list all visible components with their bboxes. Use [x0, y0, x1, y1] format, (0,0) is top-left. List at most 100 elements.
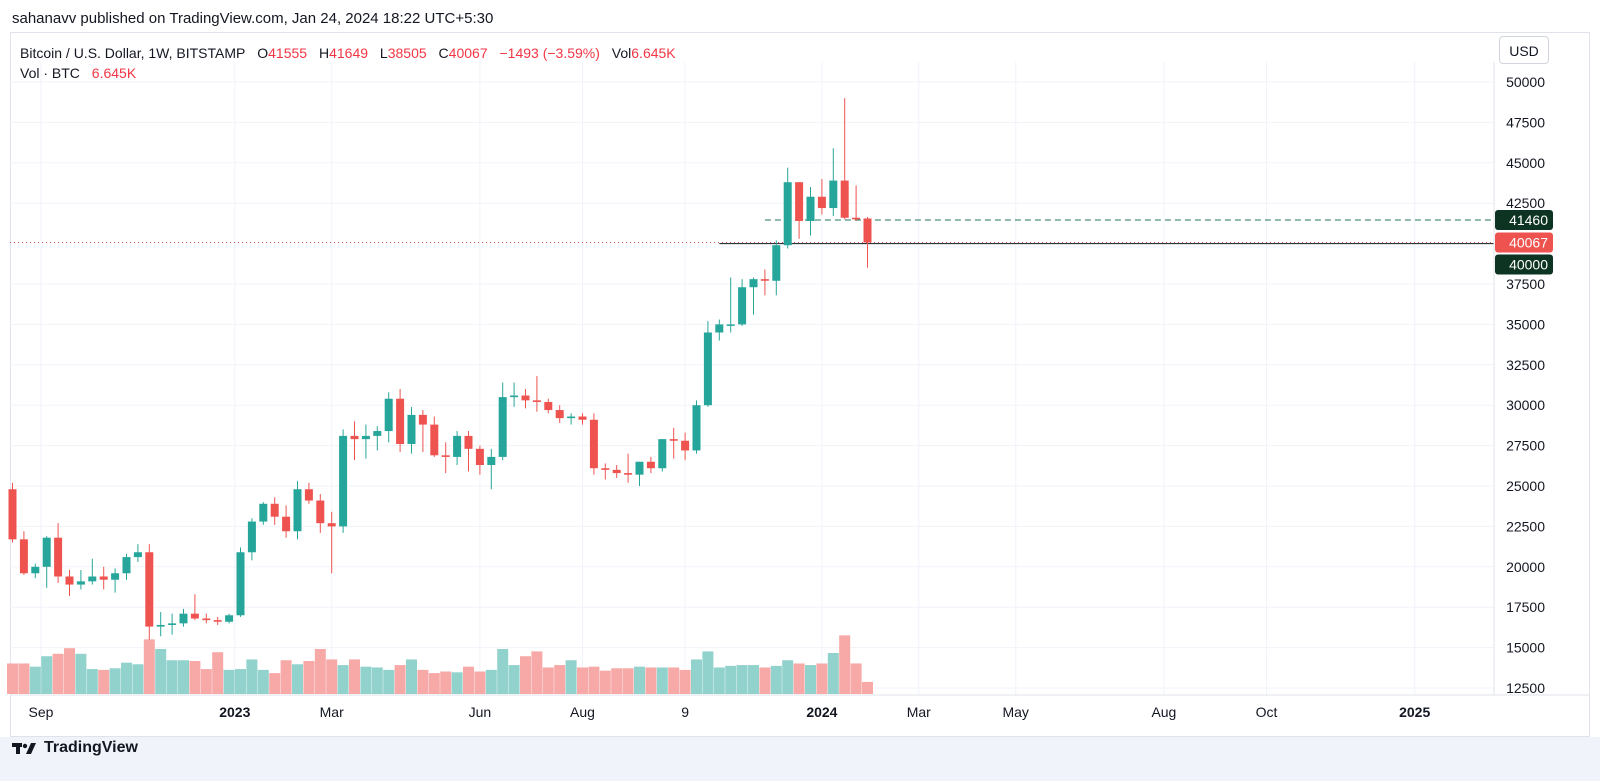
volume-bar — [303, 661, 315, 694]
legend-volume-label: Vol · BTC — [20, 65, 80, 81]
legend-high-value: 41649 — [329, 45, 369, 61]
candle-body — [373, 431, 382, 436]
tradingview-logo[interactable]: TradingView — [12, 737, 138, 759]
candle-body — [19, 539, 28, 574]
volume-bar — [121, 662, 132, 694]
candle-body — [669, 439, 678, 441]
chart-frame[interactable] — [10, 32, 1590, 737]
candle-body — [327, 523, 336, 527]
candle-body — [464, 435, 473, 449]
volume-bar — [428, 673, 440, 694]
candle-body — [840, 180, 849, 218]
candle-body — [829, 180, 838, 209]
volume-bar — [782, 660, 794, 694]
volume-bar — [702, 651, 714, 694]
price-label-text: 40000 — [1509, 257, 1548, 273]
x-tick-label: 2024 — [806, 704, 837, 720]
x-tick-label: 2025 — [1399, 704, 1430, 720]
volume-bar — [383, 669, 395, 694]
volume-bar — [280, 660, 292, 694]
candle-body — [612, 469, 621, 474]
candle-body — [236, 552, 245, 616]
x-tick-label: Sep — [29, 704, 54, 720]
footer-bar — [0, 737, 1600, 781]
volume-bar — [166, 660, 178, 694]
candle-body — [441, 455, 450, 457]
y-tick-label: 22500 — [1506, 518, 1545, 534]
candle-body — [475, 448, 484, 465]
candle-body — [418, 414, 427, 425]
volume-bar — [269, 673, 281, 694]
volume-bar — [668, 667, 680, 694]
legend-change: −1493 (−3.59%) — [499, 45, 600, 61]
candle-body — [168, 623, 177, 625]
price-lines-layer — [10, 219, 1494, 245]
tradingview-logo-text: TradingView — [44, 739, 138, 756]
candle-body — [806, 196, 815, 221]
legend-volume-value: 6.645K — [91, 65, 137, 81]
volume-bar — [759, 667, 771, 694]
price-label-box — [1495, 232, 1553, 253]
volume-bar — [748, 665, 759, 694]
candle-body — [99, 576, 108, 580]
y-tick-label: 12500 — [1506, 680, 1545, 696]
volume-bar — [257, 669, 269, 694]
volume-bar — [451, 672, 463, 694]
candle-body — [156, 624, 165, 627]
volume-bar — [622, 668, 634, 694]
volume-bar — [7, 663, 18, 694]
candle-body — [578, 416, 587, 420]
candle-body — [88, 576, 97, 582]
y-tick-label: 45000 — [1506, 155, 1545, 171]
volume-bar — [713, 667, 725, 694]
y-tick-label: 42500 — [1506, 195, 1545, 211]
legend-low-label: L — [379, 45, 388, 61]
candle-body — [510, 395, 519, 398]
price-label-text: 40067 — [1509, 235, 1548, 251]
candle-body — [361, 435, 370, 440]
x-tick-label: Mar — [907, 704, 931, 720]
candle-body — [521, 395, 530, 401]
tradingview-logo-icon — [12, 743, 36, 754]
candle-body — [567, 416, 576, 419]
candle-body — [316, 500, 325, 524]
volume-bar — [132, 664, 144, 694]
legend-high-label: H — [318, 45, 330, 61]
candle-body — [635, 461, 644, 475]
price-label-box — [1495, 210, 1553, 231]
volume-bar — [827, 653, 839, 694]
volume-bar — [839, 635, 851, 694]
candle-body — [133, 552, 142, 558]
price-label-box — [1495, 254, 1553, 275]
volume-bar — [497, 648, 509, 694]
candle-body — [247, 521, 256, 553]
candle-body — [179, 613, 188, 624]
volume-bar — [18, 663, 30, 694]
candle-body — [487, 456, 496, 465]
candle-body — [270, 503, 279, 517]
volume-bar — [360, 666, 372, 694]
volume-bar — [292, 664, 303, 694]
y-tick-label: 17500 — [1506, 599, 1545, 615]
y-axis: 12500 15000 17500 20000 22500 25000 27500 30000… — [1493, 62, 1545, 696]
candle-body — [544, 401, 553, 411]
volume-bar — [679, 669, 691, 694]
candle-body — [658, 439, 667, 469]
candle-body — [760, 279, 769, 281]
legend-open-label: O — [257, 45, 269, 61]
volume-bar — [326, 659, 338, 694]
y-tick-label: 20000 — [1506, 559, 1545, 575]
y-tick-label: 27500 — [1506, 438, 1545, 454]
volume-bar — [394, 665, 406, 694]
volume-bar — [440, 671, 452, 694]
legend-open-value: 41555 — [268, 45, 308, 61]
volume-bar — [531, 651, 543, 694]
y-tick-label: 50000 — [1506, 74, 1545, 90]
currency-button[interactable]: USD — [1499, 36, 1549, 64]
x-tick-label: 2023 — [219, 704, 250, 720]
volume-bar — [235, 669, 246, 694]
candle-body — [54, 537, 63, 577]
volume-layer — [7, 635, 873, 694]
volume-bar — [109, 668, 121, 694]
